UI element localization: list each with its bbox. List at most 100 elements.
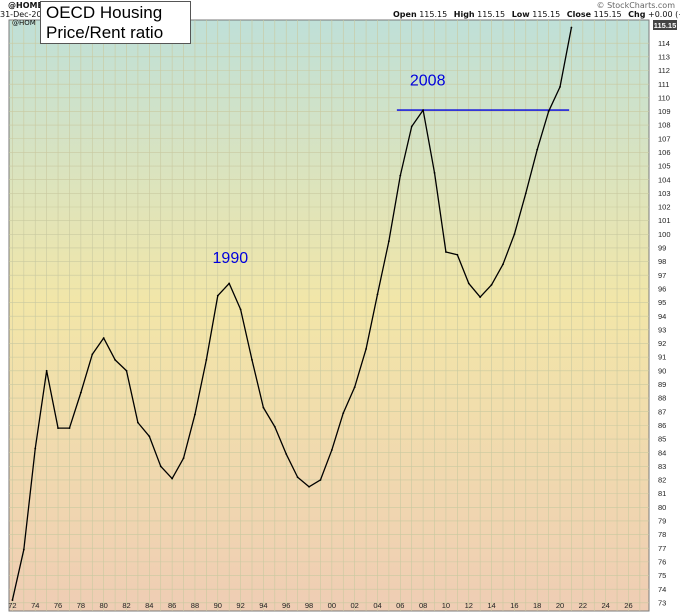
y-tick-label: 85 xyxy=(658,435,666,444)
x-tick-label: 08 xyxy=(419,601,427,610)
y-tick-label: 73 xyxy=(658,598,666,607)
x-tick-label: 80 xyxy=(100,601,108,610)
ohlc-readout: Open 115.15 High 115.15 Low 115.15 Close… xyxy=(393,10,680,19)
y-tick-label: 82 xyxy=(658,476,666,485)
data-point xyxy=(79,391,82,394)
data-point xyxy=(34,447,37,450)
data-point xyxy=(387,240,390,243)
y-tick-label: 104 xyxy=(658,175,671,184)
data-point xyxy=(456,253,459,256)
data-point xyxy=(399,174,402,177)
series-layer xyxy=(11,26,573,601)
x-tick-label: 76 xyxy=(54,601,62,610)
data-point xyxy=(148,435,151,438)
y-tick-label: 102 xyxy=(658,203,671,212)
y-tick-label: 83 xyxy=(658,462,666,471)
y-tick-label: 77 xyxy=(658,544,666,553)
last-price-tag xyxy=(653,20,677,30)
y-tick-label: 93 xyxy=(658,325,666,334)
date-label: 31-Dec-20 xyxy=(0,10,42,19)
y-tick-label: 97 xyxy=(658,271,666,280)
data-point xyxy=(570,26,573,29)
x-tick-label: 94 xyxy=(259,601,267,610)
data-point xyxy=(171,477,174,480)
data-point xyxy=(114,358,116,361)
watermark: © StockCharts.com xyxy=(596,1,675,10)
x-tick-label: 24 xyxy=(601,601,609,610)
data-point xyxy=(547,110,550,113)
data-point xyxy=(479,296,482,298)
data-point xyxy=(559,85,561,88)
chart-title-line-2: Price/Rent ratio xyxy=(46,23,164,42)
data-point xyxy=(159,465,162,468)
x-tick-label: 14 xyxy=(487,601,495,610)
axis-ticks: 73 74 75 76 77 78 79 80 81 82 83 84 85 86 87 88 89 90 91 92… xyxy=(8,39,670,610)
data-point xyxy=(502,263,504,266)
data-point xyxy=(262,406,265,409)
x-tick-label: 16 xyxy=(510,601,518,610)
y-tick-label: 81 xyxy=(658,489,666,498)
data-point xyxy=(319,479,322,481)
x-tick-label: 90 xyxy=(214,601,222,610)
close-label: Close xyxy=(566,10,592,19)
data-point xyxy=(102,337,105,339)
x-tick-label: 00 xyxy=(328,601,336,610)
data-point xyxy=(285,453,288,455)
data-point xyxy=(273,425,276,428)
y-tick-label: 95 xyxy=(658,298,666,307)
x-tick-label: 12 xyxy=(465,601,473,610)
open-value: 115.15 xyxy=(419,10,448,19)
data-point xyxy=(239,308,242,311)
data-point xyxy=(205,358,208,361)
x-tick-label: 02 xyxy=(350,601,358,610)
annotation-label: 1990 xyxy=(213,250,249,267)
data-point xyxy=(376,293,379,296)
series-line xyxy=(11,27,573,601)
chart-title-box: OECD Housing Price/Rent ratio xyxy=(40,1,191,44)
data-point xyxy=(68,427,71,430)
y-tick-label: 103 xyxy=(658,189,671,198)
low-label: Low xyxy=(511,10,530,19)
y-tick-label: 109 xyxy=(658,107,671,116)
y-tick-label: 74 xyxy=(658,585,666,594)
y-tick-label: 76 xyxy=(658,557,666,566)
y-tick-label: 89 xyxy=(658,380,666,389)
x-tick-label: 86 xyxy=(168,601,176,610)
chart-title-line-1: OECD Housing xyxy=(46,3,163,22)
last-price-tag-group: 115.15 xyxy=(653,20,677,30)
y-tick-label: 84 xyxy=(658,448,666,457)
data-point xyxy=(513,233,516,236)
x-tick-label: 74 xyxy=(31,601,39,610)
x-tick-label: 96 xyxy=(282,601,290,610)
y-tick-label: 101 xyxy=(658,216,671,225)
x-tick-label: 82 xyxy=(122,601,130,610)
grid xyxy=(9,20,649,611)
data-point xyxy=(353,386,356,389)
y-tick-label: 75 xyxy=(658,571,666,580)
data-point xyxy=(194,413,196,416)
x-tick-label: 22 xyxy=(579,601,587,610)
data-point xyxy=(365,348,367,350)
data-point xyxy=(11,599,14,601)
data-point xyxy=(342,412,345,414)
y-tick-label: 91 xyxy=(658,353,666,362)
data-point xyxy=(45,369,48,372)
x-tick-label: 06 xyxy=(396,601,404,610)
y-tick-label: 96 xyxy=(658,284,666,293)
high-label: High xyxy=(453,10,475,19)
y-tick-label: 106 xyxy=(658,148,671,157)
data-point xyxy=(445,251,447,253)
y-tick-label: 107 xyxy=(658,134,671,143)
y-tick-label: 110 xyxy=(658,93,670,102)
annotations: 1990 2008 xyxy=(213,73,446,267)
data-point xyxy=(228,282,231,285)
y-tick-label: 105 xyxy=(658,162,671,171)
y-tick-label: 90 xyxy=(658,366,666,375)
x-tick-label: 72 xyxy=(8,601,16,610)
close-value: 115.15 xyxy=(593,10,622,19)
data-point xyxy=(125,369,128,372)
open-label: Open xyxy=(393,10,417,19)
y-tick-label: 88 xyxy=(658,394,666,403)
y-tick-label: 99 xyxy=(658,244,666,253)
y-tick-label: 112 xyxy=(658,66,670,75)
